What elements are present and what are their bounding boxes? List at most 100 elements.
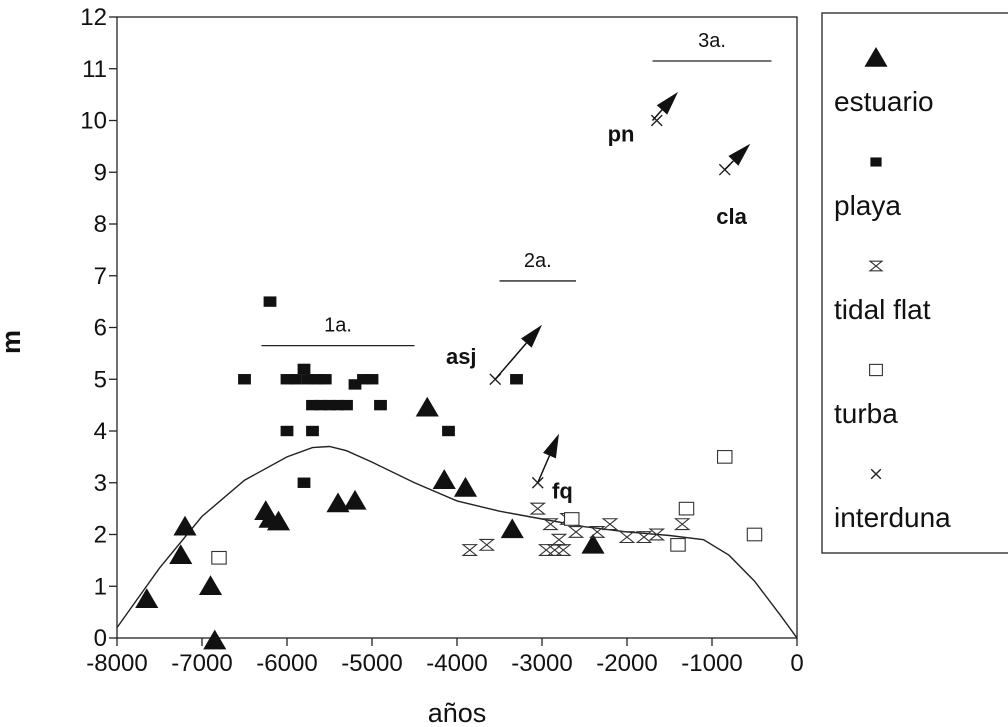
playa-point — [297, 477, 311, 488]
playa-point — [310, 374, 324, 385]
playa-point — [442, 425, 455, 437]
playa-point — [357, 374, 370, 385]
open-square-mark — [670, 537, 686, 552]
triangle-mark — [169, 544, 193, 564]
playa-point — [289, 374, 302, 385]
playa-point — [280, 425, 294, 437]
hourglass-mark — [542, 518, 559, 531]
legend: estuario playa tidal flat turba interduna — [821, 12, 1008, 554]
open-square-mark — [563, 512, 580, 526]
y-tick-label: 9 — [94, 159, 107, 186]
square-mark — [340, 399, 353, 411]
triangle-mark — [326, 492, 350, 513]
annotation-label: asj — [446, 344, 477, 369]
period-label: 2a. — [524, 250, 552, 272]
arrow-shaft — [651, 109, 663, 122]
hourglass-mark — [588, 525, 606, 538]
annotation-label: fq — [552, 479, 573, 504]
square-mark — [357, 374, 370, 385]
square-mark — [238, 374, 251, 385]
y-tick-label: 12 — [80, 4, 107, 31]
estuario-point — [169, 544, 193, 564]
legend-marker-playa — [870, 157, 882, 167]
legend-label-estuario: estuario — [834, 86, 934, 117]
estuario-point — [500, 518, 524, 539]
hourglass-mark — [567, 525, 585, 538]
turba-point — [563, 512, 580, 526]
square-mark — [289, 374, 302, 385]
open-square-mark — [869, 363, 883, 377]
hourglass-mark — [554, 544, 572, 556]
square-mark — [331, 399, 345, 411]
y-tick-label: 10 — [80, 108, 107, 135]
y-tick-label: 11 — [82, 56, 107, 83]
playa-point — [263, 296, 277, 307]
tidal-flat-point — [588, 525, 606, 538]
square-mark — [870, 157, 882, 167]
estuario-point — [432, 469, 456, 489]
open-square-mark — [678, 501, 695, 516]
triangle-mark — [135, 588, 159, 608]
sea-level-curve — [116, 445, 798, 639]
arrow-shaft — [537, 455, 551, 484]
x-tick-label: -5000 — [341, 650, 402, 677]
triangle-mark — [432, 469, 456, 489]
hourglass-mark — [461, 544, 479, 556]
legend-marker-tidal-flat — [868, 260, 884, 272]
square-mark — [263, 296, 277, 307]
x-tick-label: -2000 — [596, 650, 657, 677]
tidal-flat-point — [635, 531, 653, 544]
estuario-point — [266, 510, 291, 531]
estuario-point — [343, 489, 367, 510]
y-tick-label: 0 — [94, 625, 107, 652]
playa-point — [280, 374, 294, 385]
hourglass-mark — [868, 260, 884, 272]
square-mark — [442, 425, 455, 437]
estuario-point — [453, 476, 478, 497]
playa-point — [301, 374, 315, 385]
annotation-label: pn — [608, 121, 635, 146]
x-mark — [650, 114, 663, 127]
legend-marker-turba — [869, 363, 883, 377]
y-tick-label: 2 — [94, 522, 107, 549]
legend-marker-interduna — [870, 468, 882, 480]
square-mark — [280, 425, 294, 437]
turba-point — [716, 450, 733, 464]
interduna-point — [650, 114, 663, 127]
tidal-flat-point — [618, 531, 636, 544]
tidal-flat-point — [461, 544, 479, 556]
estuario-point — [135, 588, 159, 608]
y-tick-label: 3 — [94, 470, 107, 497]
playa-point — [306, 399, 319, 411]
playa-point — [318, 374, 332, 385]
hourglass-mark — [635, 531, 653, 544]
triangle-mark — [415, 396, 439, 417]
square-mark — [297, 363, 311, 375]
y-tick-label: 4 — [94, 418, 107, 445]
square-mark — [365, 374, 379, 385]
turba-point — [211, 550, 227, 565]
triangle-mark — [266, 510, 291, 531]
hourglass-mark — [673, 518, 691, 531]
triangle-mark — [864, 47, 888, 67]
playa-point — [331, 399, 345, 411]
triangle-mark — [500, 518, 524, 539]
y-tick-label: 8 — [94, 211, 107, 238]
open-square-mark — [211, 550, 227, 565]
legend-box — [821, 12, 1008, 554]
triangle-mark — [203, 629, 227, 650]
hourglass-mark — [529, 502, 547, 515]
arrow-head — [543, 433, 559, 459]
triangle-mark — [343, 489, 367, 510]
hourglass-mark — [601, 518, 619, 531]
estuario-point — [173, 515, 197, 536]
playa-point — [374, 399, 387, 411]
hourglass-mark — [478, 538, 496, 551]
arrow-head — [728, 143, 751, 166]
playa-point — [297, 363, 311, 375]
tidal-flat-point — [529, 502, 547, 515]
tidal-flat-point — [550, 533, 568, 546]
hourglass-mark — [648, 528, 666, 541]
arrow-head — [656, 92, 678, 115]
